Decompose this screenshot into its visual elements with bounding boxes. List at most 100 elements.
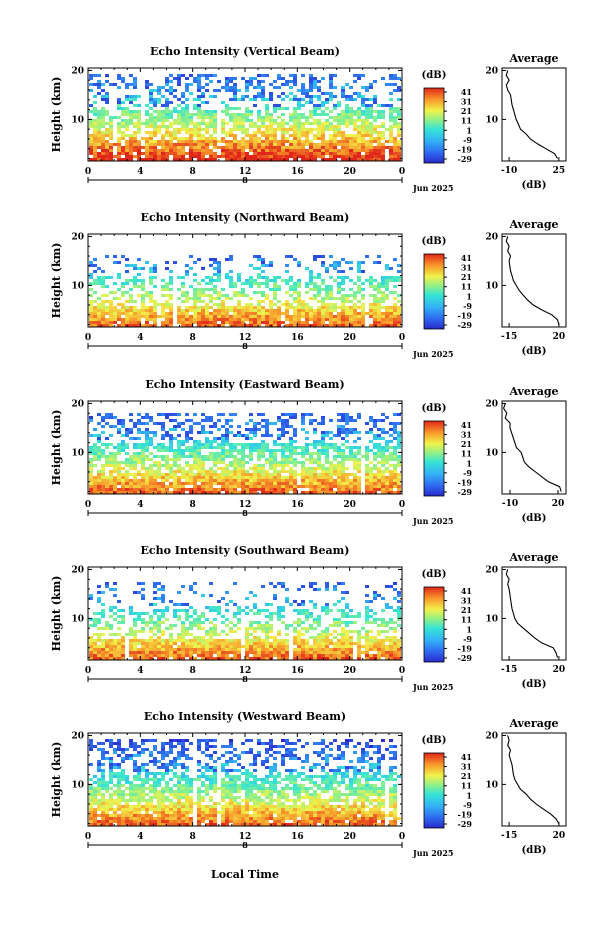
heatmap-cell — [341, 282, 345, 285]
heatmap-cell — [333, 470, 337, 473]
heatmap-cell — [261, 122, 265, 125]
heatmap-cell — [337, 315, 341, 318]
heatmap-cell — [381, 476, 385, 479]
heatmap-cell — [253, 648, 257, 651]
heatmap-cell — [361, 125, 365, 128]
heatmap-cell — [249, 621, 253, 624]
heatmap-cell — [385, 318, 389, 321]
heatmap-cell — [301, 491, 305, 494]
heatmap-cell — [213, 303, 217, 306]
heatmap-cell — [289, 488, 293, 491]
heatmap-cell — [137, 258, 141, 261]
heatmap-cell — [229, 470, 233, 473]
heatmap-cell — [237, 479, 241, 482]
heatmap-cell — [301, 92, 305, 95]
heatmap-cell — [129, 651, 133, 654]
heatmap-cell — [165, 134, 169, 137]
heatmap-cell — [93, 291, 97, 294]
heatmap-cell — [93, 312, 97, 315]
heatmap-cell — [277, 104, 281, 107]
heatmap-cell — [273, 473, 277, 476]
heatmap-cell — [157, 630, 161, 633]
heatmap-cell — [289, 288, 293, 291]
heatmap-cell — [137, 612, 141, 615]
heatmap-cell — [373, 261, 377, 264]
heatmap-cell — [277, 612, 281, 615]
heatmap-cell — [373, 140, 377, 143]
heatmap-cell — [389, 146, 393, 149]
heatmap-cell — [381, 437, 385, 440]
heatmap-cell — [333, 657, 337, 660]
heatmap-cell — [265, 131, 269, 134]
heatmap-cell — [229, 113, 233, 116]
heatmap-cell — [337, 467, 341, 470]
heatmap-cell — [193, 648, 197, 651]
heatmap-cell — [389, 128, 393, 131]
heatmap-cell — [317, 152, 321, 155]
heatmap-cell — [345, 419, 349, 422]
heatmap-cell — [229, 258, 233, 261]
heatmap-cell — [273, 482, 277, 485]
heatmap-cell — [221, 621, 225, 624]
heatmap-cell — [157, 110, 161, 113]
heatmap-cell — [133, 276, 137, 279]
heatmap-cell — [105, 491, 109, 494]
heatmap-cell — [381, 137, 385, 140]
heatmap-cell — [129, 116, 133, 119]
x-tick-label: 8 — [190, 333, 196, 343]
heatmap-cell — [93, 149, 97, 152]
heatmap-cell — [173, 452, 177, 455]
heatmap-cell — [121, 639, 125, 642]
heatmap-cell — [217, 294, 221, 297]
heatmap-cell — [153, 324, 157, 327]
heatmap-cell — [265, 110, 269, 113]
heatmap-cell — [253, 639, 257, 642]
heatmap-cell — [189, 606, 193, 609]
heatmap-cell — [333, 125, 337, 128]
heatmap-cell — [345, 324, 349, 327]
heatmap-cell — [273, 297, 277, 300]
heatmap-cell — [281, 146, 285, 149]
heatmap-cell — [225, 104, 229, 107]
heatmap-cell — [373, 491, 377, 494]
heatmap-cell — [229, 131, 233, 134]
heatmap-cell — [377, 155, 381, 158]
heatmap-cell — [185, 98, 189, 101]
heatmap-cell — [145, 80, 149, 83]
heatmap-cell — [221, 467, 225, 470]
heatmap-cell — [269, 467, 273, 470]
heatmap-cell — [109, 476, 113, 479]
heatmap-cell — [221, 648, 225, 651]
heatmap-cell — [89, 122, 93, 125]
heatmap-cell — [97, 318, 101, 321]
heatmap-cell — [141, 267, 145, 270]
heatmap-cell — [169, 149, 173, 152]
heatmap-cell — [253, 291, 257, 294]
heatmap-cell — [197, 318, 201, 321]
heatmap-cell — [117, 107, 121, 110]
heatmap-cell — [289, 279, 293, 282]
heatmap-cell — [173, 155, 177, 158]
heatmap-cell — [377, 255, 381, 258]
heatmap-cell — [189, 588, 193, 591]
heatmap-cell — [221, 434, 225, 437]
heatmap-cell — [301, 116, 305, 119]
heatmap-cell — [137, 437, 141, 440]
heatmap-cell — [245, 437, 249, 440]
heatmap-cell — [341, 288, 345, 291]
heatmap-cell — [117, 639, 121, 642]
heatmap-cell — [281, 482, 285, 485]
heatmap-cell — [353, 440, 357, 443]
heatmap-cell — [393, 285, 397, 288]
heatmap-cell — [217, 639, 221, 642]
heatmap-cell — [217, 270, 221, 273]
heatmap-cell — [241, 324, 245, 327]
heatmap-cell — [241, 140, 245, 143]
heatmap-cell — [161, 158, 165, 161]
heatmap-cell — [205, 74, 209, 77]
heatmap-cell — [273, 476, 277, 479]
heatmap-cell — [161, 594, 165, 597]
colorbar-tick-label: -29 — [458, 487, 473, 497]
heatmap-cell — [337, 318, 341, 321]
heatmap-cell — [105, 437, 109, 440]
